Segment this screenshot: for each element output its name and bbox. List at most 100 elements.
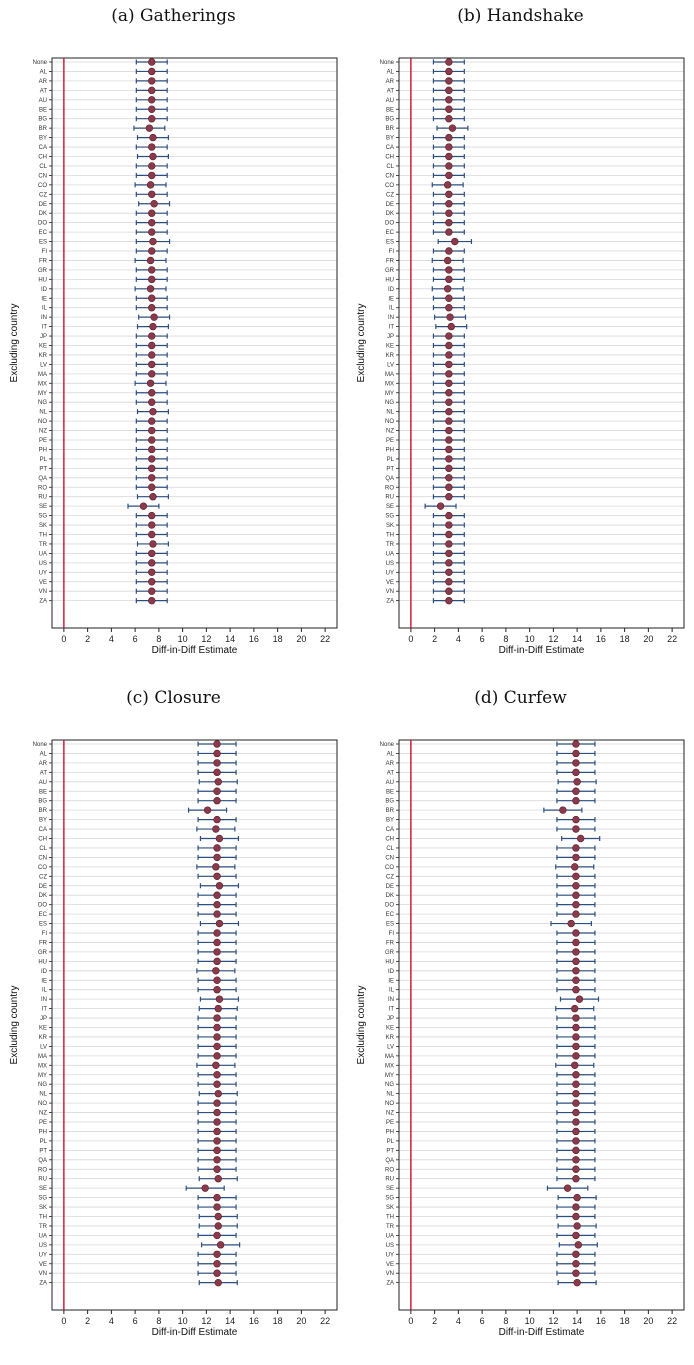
y-tick-label: GR — [38, 950, 48, 956]
y-tick-label: SG — [38, 1196, 47, 1202]
data-point — [213, 796, 221, 805]
y-tick-label: IT — [389, 325, 395, 331]
data-point — [148, 171, 156, 180]
y-tick-label: SK — [39, 1205, 47, 1211]
y-tick-label: CO — [38, 183, 47, 189]
data-point — [214, 1212, 222, 1221]
data-point — [572, 768, 580, 777]
data-point — [445, 341, 453, 350]
x-tick-label: 12 — [548, 634, 558, 644]
y-tick-label: NO — [385, 419, 394, 425]
y-tick-label: QA — [38, 476, 47, 482]
y-tick-label: DK — [386, 211, 394, 217]
data-point — [572, 1269, 580, 1277]
data-point — [572, 1042, 580, 1051]
y-tick-label: CZ — [39, 874, 47, 880]
y-tick-label: MX — [38, 1063, 47, 1069]
data-point — [572, 910, 580, 918]
y-tick-label: BY — [386, 818, 394, 824]
data-point — [148, 596, 156, 605]
y-tick-label: US — [39, 1243, 47, 1249]
data-point — [213, 759, 221, 767]
data-point — [572, 740, 580, 748]
data-point — [445, 464, 453, 473]
y-tick-label: KR — [386, 1035, 395, 1041]
y-tick-label: TR — [386, 1224, 395, 1230]
y-tick-label: JP — [387, 334, 394, 340]
y-tick-label: AL — [387, 751, 395, 757]
data-point — [148, 483, 156, 491]
y-tick-label: DO — [38, 221, 47, 227]
y-tick-label: PH — [39, 1129, 47, 1135]
x-tick-label: 22 — [320, 1316, 330, 1326]
data-point — [213, 1023, 221, 1032]
y-tick-label: None — [380, 742, 395, 748]
y-tick-label: JP — [40, 1016, 47, 1022]
data-point — [148, 530, 156, 539]
data-point — [445, 247, 453, 255]
y-tick-label: AR — [39, 761, 48, 767]
y-tick-label: UY — [386, 570, 394, 576]
y-tick-label: EC — [39, 912, 48, 918]
y-tick-label: DK — [39, 211, 47, 217]
y-tick-label: FR — [39, 940, 48, 946]
x-tick-label: 18 — [620, 1316, 630, 1326]
data-point — [445, 389, 453, 397]
data-point — [572, 1165, 580, 1173]
data-point — [572, 1118, 580, 1126]
x-tick-label: 16 — [596, 634, 606, 644]
x-tick-label: 6 — [480, 634, 485, 644]
chart-title: (c) Closure — [126, 688, 221, 708]
data-point — [445, 67, 453, 76]
y-tick-label: US — [386, 561, 394, 567]
y-tick-label: MA — [385, 1054, 394, 1060]
data-point — [446, 313, 454, 321]
data-point — [148, 549, 156, 558]
data-point — [443, 256, 452, 265]
data-point — [445, 218, 453, 227]
y-tick-label: VE — [39, 580, 47, 586]
y-tick-label: TH — [39, 1215, 47, 1221]
data-point — [572, 1080, 580, 1088]
chart-svg: 0 2 4 6 8 10 12 14 16 18 20 22 Diff-in-Diff Estimate… — [9, 739, 338, 1338]
y-tick-label: TR — [386, 542, 395, 548]
data-point — [148, 351, 156, 359]
data-point — [148, 77, 156, 85]
y-tick-label: PT — [386, 1148, 394, 1154]
data-point — [148, 209, 156, 217]
y-tick-label: KE — [386, 344, 394, 350]
data-point — [148, 247, 156, 255]
data-point — [576, 834, 585, 843]
y-tick-label: PT — [39, 1148, 47, 1154]
y-tick-label: SK — [386, 523, 394, 529]
y-tick-label: KE — [39, 344, 47, 350]
data-point — [213, 948, 221, 956]
x-tick-label: 6 — [133, 1316, 138, 1326]
data-point — [148, 474, 156, 482]
y-tick-label: DK — [39, 893, 47, 899]
data-point — [572, 1212, 580, 1221]
x-axis-label: Diff-in-Diff Estimate — [152, 645, 238, 656]
y-tick-label: FR — [386, 258, 395, 264]
data-point — [445, 407, 453, 416]
y-tick-label: HU — [38, 959, 47, 965]
chart-panel-closure: (c) Closure 0 2 4 6 8 10 12 14 16 18 20 22 Diff-in-D… — [0, 682, 347, 1364]
data-point — [445, 304, 453, 312]
y-tick-label: FI — [389, 249, 395, 255]
y-tick-label: PL — [40, 1139, 48, 1145]
data-point — [148, 568, 156, 576]
data-point — [213, 787, 221, 795]
data-point — [148, 228, 156, 236]
plot-frame — [398, 57, 685, 629]
data-point — [571, 1004, 579, 1013]
y-tick-label: CA — [386, 145, 394, 151]
x-tick-label: 14 — [225, 634, 235, 644]
y-tick-label: SG — [385, 514, 394, 520]
data-point — [445, 549, 453, 558]
data-point — [213, 1033, 221, 1041]
y-tick-label: KR — [39, 1035, 48, 1041]
x-axis-label: Diff-in-Diff Estimate — [152, 1327, 238, 1338]
data-point — [572, 1127, 580, 1136]
y-tick-label: IL — [42, 988, 48, 994]
x-tick-label: 8 — [503, 1316, 508, 1326]
